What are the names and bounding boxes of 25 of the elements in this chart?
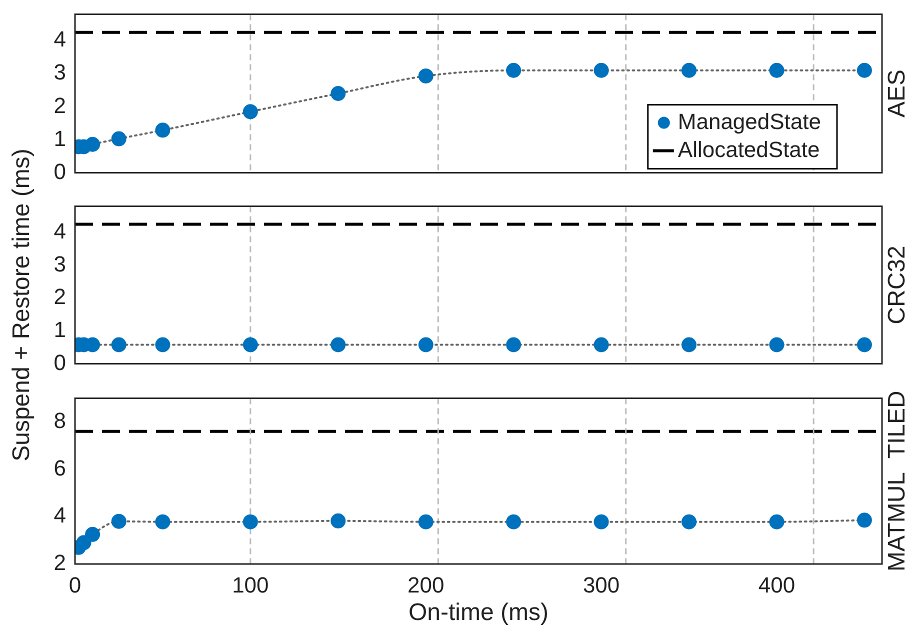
legend-label: AllocatedState (678, 136, 820, 162)
legend-label: ManagedState (678, 108, 821, 134)
x-tick-label: 200 (408, 572, 444, 598)
text: MATMUL_TILED (884, 390, 906, 572)
y-tick-label: 8 (54, 408, 66, 433)
y-axis-title: Suspend + Restore time (ms) (8, 148, 36, 462)
y-tick-label: 3 (54, 60, 66, 85)
x-tick-label: 100 (232, 572, 269, 598)
y-tick-label: 2 (54, 550, 66, 576)
y-tick-label: 3 (54, 251, 66, 276)
x-tick-label: 300 (582, 572, 620, 598)
y-tick-label: 4 (54, 218, 66, 244)
text: CRC32 (884, 246, 906, 324)
y-tick-label: 0 (54, 158, 66, 184)
y-tick-label: 0 (54, 350, 66, 375)
y-tick-label: 1 (54, 126, 66, 151)
y-tick-label: 2 (54, 284, 66, 310)
x-tick-label: 400 (758, 572, 796, 598)
y-tick-label: 4 (54, 502, 66, 528)
y-tick-label: 6 (54, 455, 66, 480)
text: AES (884, 69, 906, 118)
x-axis-title: On-time (ms) (408, 599, 548, 626)
y-tick-label: 4 (54, 26, 66, 52)
y-tick-label: 1 (54, 317, 66, 342)
y-tick-label: 2 (54, 92, 66, 118)
